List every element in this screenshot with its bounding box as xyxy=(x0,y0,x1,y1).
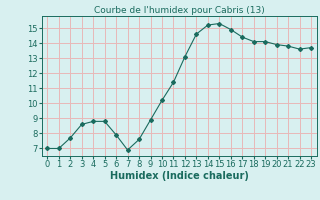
Title: Courbe de l'humidex pour Cabris (13): Courbe de l'humidex pour Cabris (13) xyxy=(94,6,265,15)
X-axis label: Humidex (Indice chaleur): Humidex (Indice chaleur) xyxy=(110,171,249,181)
